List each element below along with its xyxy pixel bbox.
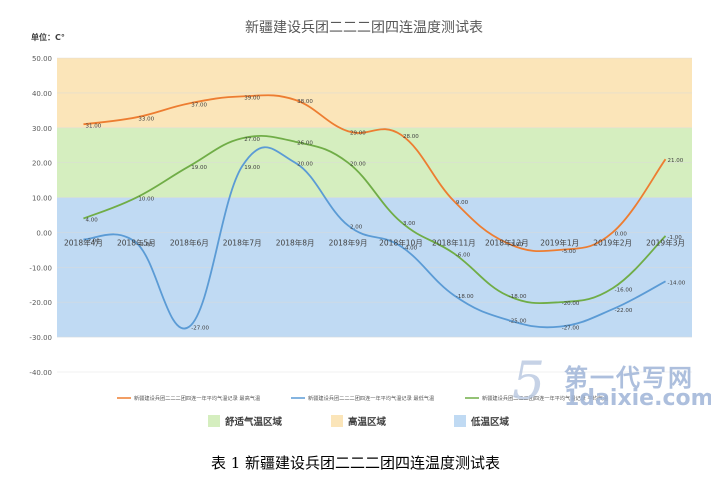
y-tick-label: 50.00 (32, 55, 52, 63)
series-line-0 (83, 94, 667, 253)
chart-title: 新疆建设兵团二二二团四连温度测试表 (245, 20, 483, 36)
data-label: -2.00 (85, 238, 100, 244)
data-label: -3.00 (509, 242, 524, 248)
x-tick-label: 2018年6月 (170, 237, 209, 247)
data-label: 19.00 (244, 165, 260, 171)
series-line-2 (83, 135, 667, 305)
data-label: 10.00 (138, 197, 154, 203)
y-tick-label: 10.00 (32, 195, 52, 203)
watermark-logo: 5 第一代写网 1daixie.com (512, 352, 711, 414)
data-label: -14.00 (668, 280, 686, 286)
data-label: 39.00 (244, 95, 260, 101)
x-axis-labels: 2018年4月 2018年5月 2018年6月 2018年7月 2018年8月 2018年… (64, 237, 685, 247)
legend-series-label: 新疆建设兵团二二二团四连一年平均气温记录 最低气温 (308, 394, 434, 402)
grid-lines (57, 57, 692, 373)
y-tick-label: 40.00 (32, 90, 52, 98)
data-label: 19.00 (191, 165, 207, 171)
data-label: -3.00 (138, 242, 153, 248)
data-label: 2.00 (350, 224, 363, 230)
y-axis-labels: 50.00 40.00 30.00 20.00 10.00 0.00 -10.00 -20.0… (29, 55, 52, 377)
y-tick-label: 0.00 (36, 229, 52, 237)
y-tick-label: -40.00 (29, 369, 52, 377)
data-label: 21.00 (668, 158, 684, 164)
watermark-text: 第一代写网 (564, 364, 694, 392)
y-tick-label: 20.00 (32, 160, 52, 168)
data-label: -27.00 (191, 326, 209, 332)
unit-label: 单位：C° (31, 32, 65, 42)
data-label: -4.00 (403, 245, 418, 251)
legend-band-label: 舒适气温区域 (225, 416, 283, 428)
legend-series-label: 新疆建设兵团二二二团四连一年平均气温记录 平均气温 (482, 394, 608, 402)
x-tick-label: 2018年4月 (64, 237, 103, 247)
x-tick-label: 2019年1月 (540, 237, 579, 247)
x-tick-label: 2018年10月 (379, 237, 423, 247)
y-tick-label: -30.00 (29, 334, 52, 342)
data-label: -25.00 (509, 319, 527, 325)
watermark-url: 1daixie.com (564, 386, 711, 411)
series-legend: 新疆建设兵团二二二团四连一年平均气温记录 最高气温 新疆建设兵团二二二团四连一年平… (117, 394, 608, 402)
data-label: -18.00 (456, 294, 474, 300)
data-label: -20.00 (562, 301, 580, 307)
data-label: -22.00 (615, 308, 633, 314)
band-legend: 舒适气温区域 高温区域 低温区域 (208, 415, 510, 428)
data-label: -16.00 (615, 287, 633, 293)
y-tick-label: -10.00 (29, 264, 52, 272)
data-label: 27.00 (244, 137, 260, 143)
data-label: 4.00 (85, 217, 98, 223)
data-label: -1.00 (668, 235, 683, 241)
data-label: -18.00 (509, 294, 527, 300)
data-label: 20.00 (297, 162, 313, 168)
y-tick-label: -20.00 (29, 299, 52, 307)
legend-band-swatch (331, 415, 343, 427)
x-tick-label: 2019年2月 (593, 237, 632, 247)
x-tick-label: 2018年7月 (223, 237, 262, 247)
legend-band-label: 高温区域 (348, 416, 387, 428)
data-label: 0.00 (615, 231, 628, 237)
data-label: 28.00 (403, 134, 419, 140)
y-tick-label: 30.00 (32, 125, 52, 133)
table-caption: 表 1 新疆建设兵团二二二团四连温度测试表 (210, 454, 501, 472)
data-label: 20.00 (350, 162, 366, 168)
x-tick-label: 2018年9月 (329, 237, 368, 247)
series-line-1 (83, 146, 666, 330)
data-label: 31.00 (85, 123, 101, 129)
data-label: -6.00 (456, 252, 471, 258)
x-tick-label: 2018年12月 (485, 237, 529, 247)
data-label: -5.00 (562, 249, 577, 255)
watermark-mark: 5 (512, 352, 546, 412)
x-tick-label: 2018年5月 (117, 237, 156, 247)
legend-band-label: 低温区域 (470, 416, 510, 428)
data-label: 9.00 (456, 200, 469, 206)
series-lines (83, 94, 667, 330)
data-label: -27.00 (562, 326, 580, 332)
x-tick-label: 2019年3月 (646, 237, 685, 247)
legend-band-swatch (208, 415, 220, 427)
legend-series-label: 新疆建设兵团二二二团四连一年平均气温记录 最高气温 (134, 394, 260, 402)
data-label: 38.00 (297, 99, 313, 105)
data-label: 26.00 (297, 141, 313, 147)
data-label: 33.00 (138, 116, 154, 122)
x-tick-label: 2018年11月 (432, 237, 476, 247)
data-label: 29.00 (350, 130, 366, 136)
legend-band-swatch (454, 415, 466, 427)
data-label: 37.00 (191, 102, 207, 108)
x-tick-label: 2018年8月 (276, 237, 315, 247)
data-labels: 31.00 33.00 37.00 39.00 38.00 29.00 28.00 9.00 -… (85, 95, 685, 331)
data-label: 3.00 (403, 221, 416, 227)
